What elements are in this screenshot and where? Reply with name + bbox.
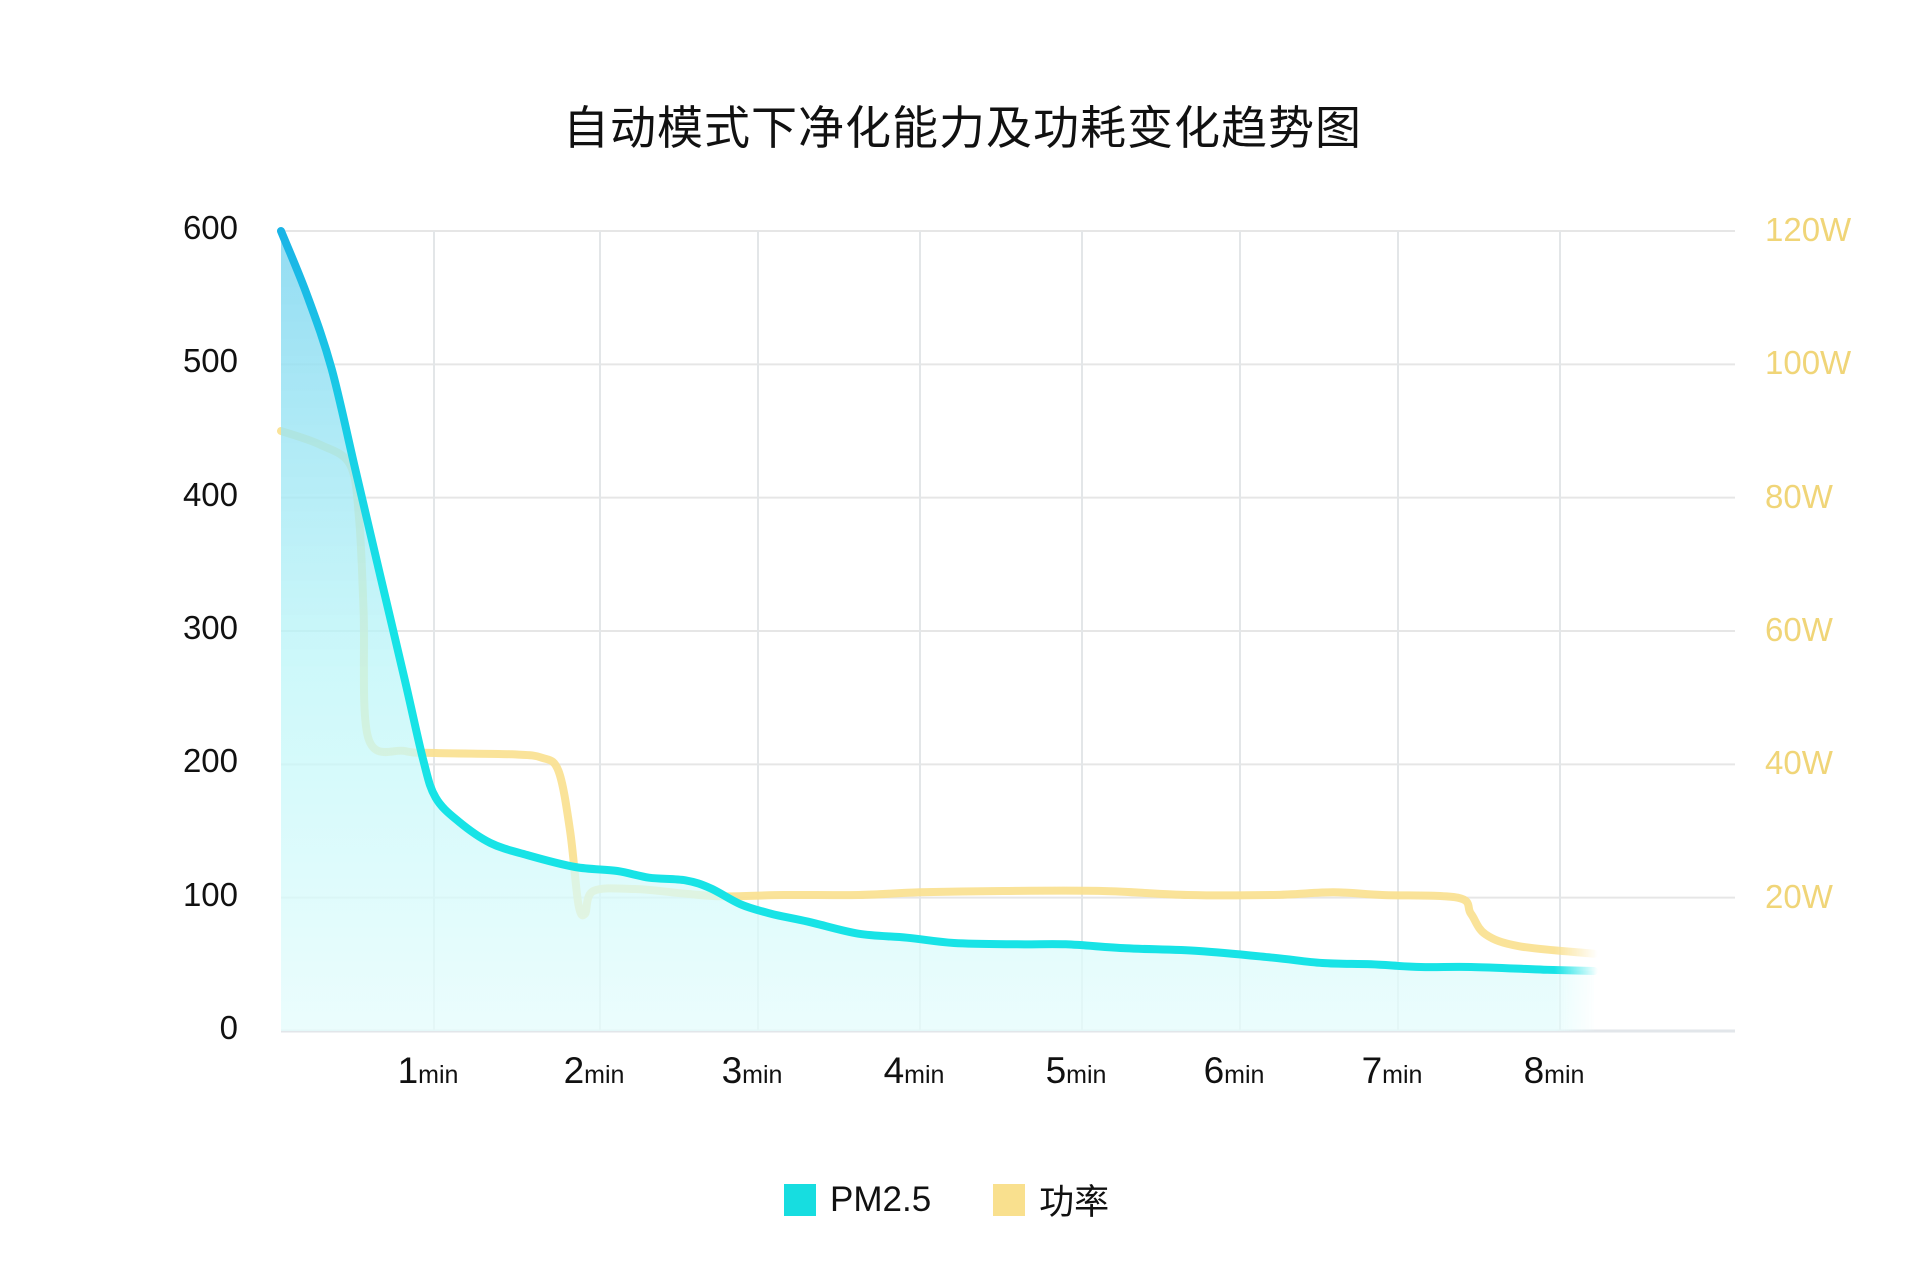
x-tick: 1min bbox=[397, 1050, 459, 1091]
y-tick-left: 400 bbox=[182, 475, 238, 513]
chart-title: 自动模式下净化能力及功耗变化趋势图 bbox=[563, 101, 1362, 155]
grid-lines bbox=[281, 230, 1735, 1033]
x-tick: 3min bbox=[721, 1050, 783, 1091]
x-tick: 5min bbox=[1045, 1050, 1107, 1091]
x-tick: 8min bbox=[1523, 1050, 1585, 1091]
y-tick-right: 120W bbox=[1765, 211, 1852, 248]
y-tick-left: 200 bbox=[182, 742, 238, 780]
legend-item-pm25[interactable]: PM2.5 bbox=[784, 1180, 931, 1220]
y-tick-left: 100 bbox=[182, 875, 238, 913]
pm25-area bbox=[281, 231, 1595, 1031]
legend-item-power[interactable]: 功率 bbox=[993, 1174, 1109, 1225]
legend: PM2.5 功率 bbox=[784, 1174, 1171, 1225]
legend-swatch-pm25 bbox=[784, 1183, 816, 1216]
y-tick-right: 60W bbox=[1765, 611, 1833, 648]
y-tick-left: 600 bbox=[182, 209, 238, 246]
y-tick-right: 40W bbox=[1765, 744, 1833, 782]
y-tick-left: 0 bbox=[219, 1009, 238, 1046]
y-tick-right: 80W bbox=[1765, 477, 1833, 515]
y-tick-right: 100W bbox=[1765, 344, 1852, 382]
x-tick: 4min bbox=[883, 1050, 945, 1091]
legend-label-power: 功率 bbox=[1039, 1183, 1110, 1222]
pm25-line bbox=[277, 227, 1598, 975]
legend-swatch-power bbox=[993, 1183, 1026, 1216]
x-tick: 2min bbox=[563, 1050, 625, 1091]
y-tick-left: 500 bbox=[182, 342, 238, 380]
series-layer bbox=[277, 227, 1598, 1031]
y-tick-right: 20W bbox=[1765, 877, 1833, 915]
legend-label-pm25: PM2.5 bbox=[830, 1179, 932, 1219]
y-tick-left: 300 bbox=[182, 609, 238, 646]
x-tick: 6min bbox=[1203, 1050, 1265, 1091]
x-tick: 7min bbox=[1361, 1050, 1423, 1091]
